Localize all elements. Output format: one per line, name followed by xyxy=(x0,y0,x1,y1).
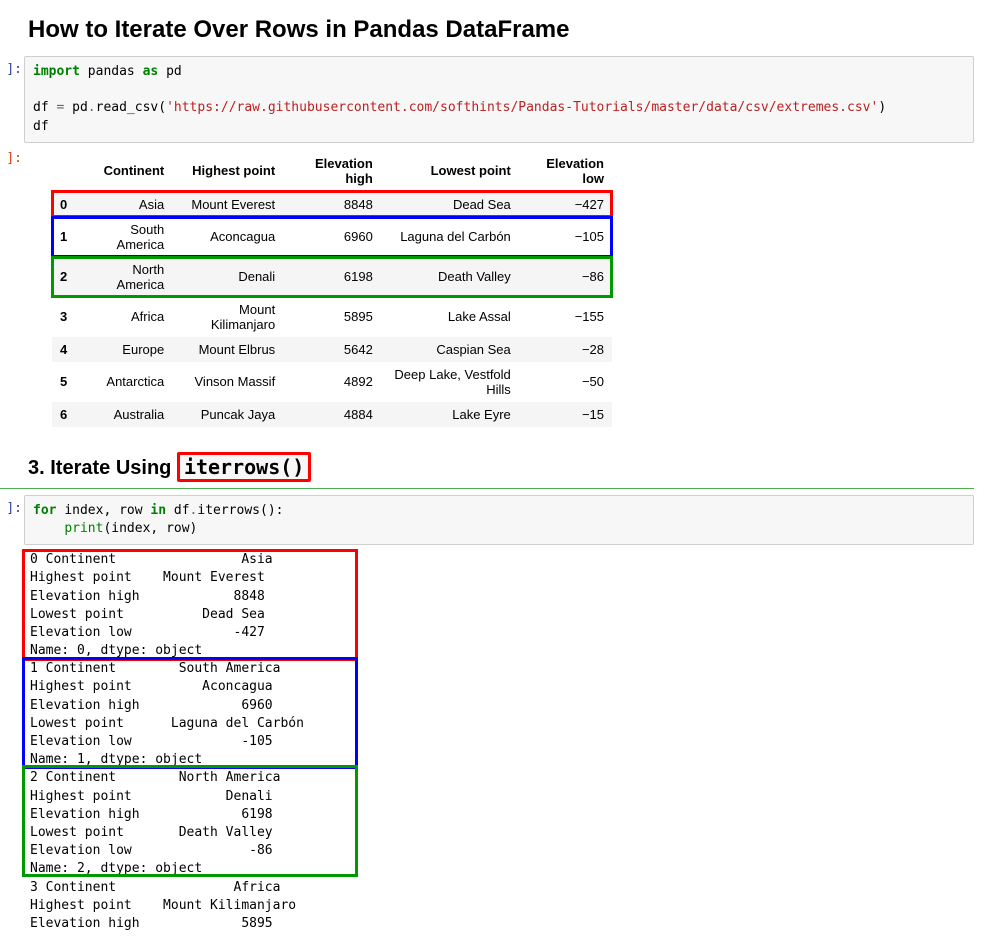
table-row: 3AfricaMount Kilimanjaro5895Lake Assal−1… xyxy=(52,297,612,337)
table-row: 0AsiaMount Everest8848Dead Sea−427 xyxy=(52,191,612,217)
table-row: 6AustraliaPuncak Jaya4884Lake Eyre−15 xyxy=(52,402,612,427)
section-heading-code: iterrows() xyxy=(177,452,311,482)
highlight-box xyxy=(22,657,358,769)
column-header: Highest point xyxy=(172,151,283,192)
column-header: Elevation low xyxy=(519,151,612,192)
highlight-box xyxy=(22,765,358,877)
output-prompt: ]: xyxy=(0,145,24,166)
table-row: 1South AmericaAconcagua6960Laguna del Ca… xyxy=(52,217,612,257)
dataframe-output: ContinentHighest pointElevation highLowe… xyxy=(52,151,612,427)
table-row: 4EuropeMount Elbrus5642Caspian Sea−28 xyxy=(52,337,612,362)
input-prompt: ]: xyxy=(0,495,24,516)
section-divider xyxy=(0,488,974,489)
output-prompt-empty xyxy=(0,547,24,553)
column-header: Continent xyxy=(77,151,172,192)
iterrows-output: 0 Continent Asia Highest point Mount Eve… xyxy=(24,547,974,933)
column-header: Lowest point xyxy=(381,151,519,192)
output-cell-1: ]: ContinentHighest pointElevation highL… xyxy=(0,145,974,437)
code-cell-2: ]: for index, row in df.iterrows(): prin… xyxy=(0,495,974,545)
page-title: How to Iterate Over Rows in Pandas DataF… xyxy=(28,16,974,44)
section-heading-text: 3. Iterate Using xyxy=(28,457,177,479)
output-cell-2: 0 Continent Asia Highest point Mount Eve… xyxy=(0,547,974,933)
input-prompt: ]: xyxy=(0,56,24,77)
column-header: Elevation high xyxy=(283,151,381,192)
table-row: 2North AmericaDenali6198Death Valley−86 xyxy=(52,257,612,297)
code-block-1[interactable]: import pandas as pd df = pd.read_csv('ht… xyxy=(24,56,974,143)
code-cell-1: ]: import pandas as pd df = pd.read_csv(… xyxy=(0,56,974,143)
section-heading: 3. Iterate Using iterrows() xyxy=(28,455,974,484)
dataframe-table: ContinentHighest pointElevation highLowe… xyxy=(52,151,612,427)
table-row: 5AntarcticaVinson Massif4892Deep Lake, V… xyxy=(52,362,612,402)
highlight-box xyxy=(22,549,358,661)
code-block-2[interactable]: for index, row in df.iterrows(): print(i… xyxy=(24,495,974,545)
